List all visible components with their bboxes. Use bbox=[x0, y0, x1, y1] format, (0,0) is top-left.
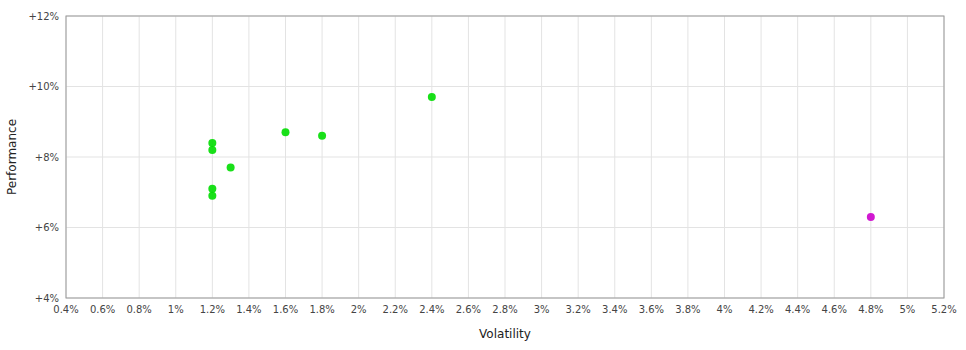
x-tick-label: 4% bbox=[717, 304, 733, 315]
x-tick-label: 5.2% bbox=[931, 304, 956, 315]
x-tick-label: 1% bbox=[168, 304, 184, 315]
x-tick-label: 1.4% bbox=[236, 304, 261, 315]
x-tick-label: 2% bbox=[351, 304, 367, 315]
axes: 0.4% 0.6% 0.8% 1% 1.2% 1.4% 1.6% 1.8% 2% 2.2% 2.4%… bbox=[5, 11, 957, 342]
x-tick-label: 0.6% bbox=[90, 304, 115, 315]
y-tick-label: +6% bbox=[35, 222, 59, 233]
x-tick-label: 2.4% bbox=[419, 304, 444, 315]
point bbox=[428, 93, 436, 101]
y-grid-line bbox=[66, 157, 944, 158]
point bbox=[867, 213, 875, 221]
y-axis-label: Performance bbox=[5, 119, 19, 195]
point bbox=[208, 146, 216, 154]
x-tick-label: 4.8% bbox=[858, 304, 883, 315]
point bbox=[227, 164, 235, 172]
point bbox=[208, 185, 216, 193]
x-tick-label: 4.2% bbox=[748, 304, 773, 315]
x-tick-label: 2.6% bbox=[456, 304, 481, 315]
series bbox=[867, 213, 875, 221]
x-tick-label: 2.2% bbox=[383, 304, 408, 315]
x-tick-label: 1.2% bbox=[200, 304, 225, 315]
x-tick-label: 3.4% bbox=[602, 304, 627, 315]
marks bbox=[208, 93, 875, 221]
x-tick-label: 0.8% bbox=[126, 304, 151, 315]
x-tick-label: 3.6% bbox=[639, 304, 664, 315]
point bbox=[282, 128, 290, 136]
y-tick-label: +4% bbox=[35, 293, 59, 304]
plot-frame bbox=[66, 16, 944, 298]
point bbox=[208, 192, 216, 200]
y-tick-label: +8% bbox=[35, 152, 59, 163]
x-tick-label: 4.6% bbox=[822, 304, 847, 315]
point bbox=[318, 132, 326, 140]
x-tick-label: 3% bbox=[534, 304, 550, 315]
x-tick-label: 5% bbox=[899, 304, 915, 315]
x-tick-label: 3.8% bbox=[675, 304, 700, 315]
y-grid-line bbox=[66, 227, 944, 228]
series bbox=[208, 93, 436, 200]
y-tick-label: +10% bbox=[28, 81, 59, 92]
x-tick-label: 4.4% bbox=[785, 304, 810, 315]
y-tick-label: +12% bbox=[28, 11, 59, 22]
x-tick-label: 1.6% bbox=[273, 304, 298, 315]
x-tick-label: 3.2% bbox=[565, 304, 590, 315]
x-tick-label: 0.4% bbox=[53, 304, 78, 315]
page: {"chart_data": { "type": "scatter", "x_l… bbox=[0, 0, 966, 350]
x-axis-label: Volatility bbox=[479, 327, 531, 341]
x-tick-label: 1.8% bbox=[309, 304, 334, 315]
x-tick-label: 2.8% bbox=[492, 304, 517, 315]
y-grid-line bbox=[66, 86, 944, 87]
chart: 0.4% 0.6% 0.8% 1% 1.2% 1.4% 1.6% 1.8% 2% 2.2% 2.4%… bbox=[0, 0, 966, 350]
point bbox=[208, 139, 216, 147]
grid bbox=[66, 16, 944, 298]
